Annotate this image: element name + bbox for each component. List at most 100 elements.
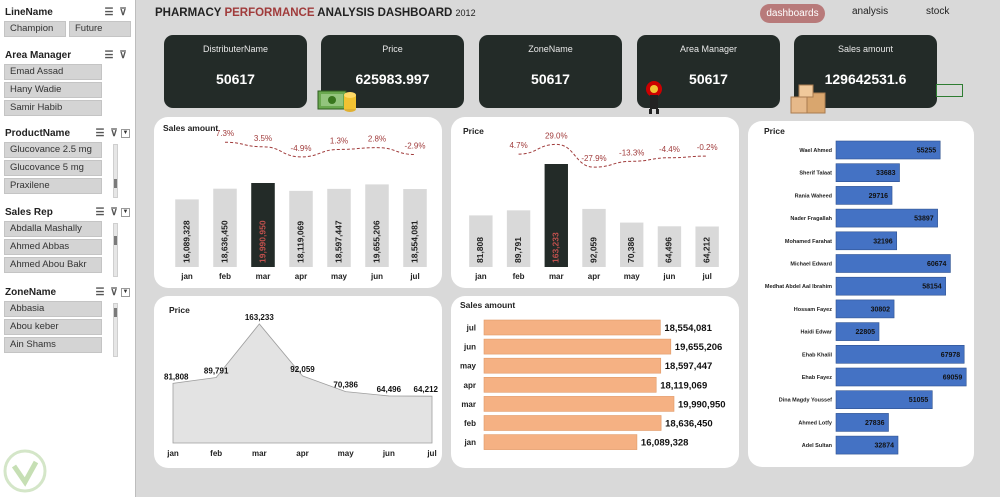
clear-filter-icon[interactable]: ⊽ — [110, 127, 118, 139]
slicer-scrollbar[interactable] — [113, 303, 118, 357]
dropdown-arrow-icon[interactable]: ▼ — [121, 207, 130, 217]
data-label: 163,233 — [551, 232, 561, 263]
tick-label: may — [338, 449, 355, 458]
tick-label: jul — [426, 449, 436, 458]
bar — [483, 338, 672, 355]
slicer-item[interactable]: Abou keber — [4, 319, 102, 335]
multi-select-icon[interactable]: ☰ — [95, 286, 105, 298]
data-label: 19,990,950 — [257, 220, 267, 263]
clear-filter-icon[interactable]: ⊽ — [119, 6, 127, 18]
bar — [483, 377, 657, 393]
bar — [835, 208, 938, 228]
slicer-zonename: ZoneName ☰ ⊽ ▼ Abbasia Abou keber Ain Sh… — [0, 283, 136, 357]
kpi-label: Price — [382, 44, 403, 54]
slicer-productname: ProductName ☰ ⊽ ▼ Glucovance 2.5 mg Gluc… — [0, 124, 136, 198]
data-label: 64,212 — [701, 237, 711, 263]
area-series — [172, 323, 433, 444]
logo-watermark — [3, 449, 47, 493]
slicer-item[interactable]: Glucovance 5 mg — [4, 160, 102, 176]
slicer-scrollbar[interactable] — [113, 144, 118, 198]
bar — [483, 319, 661, 336]
multi-select-icon[interactable]: ☰ — [95, 127, 105, 139]
category-label: feb — [464, 419, 476, 428]
money-icon — [317, 90, 356, 112]
title-text: PHARMACY — [155, 7, 225, 19]
selection-box — [936, 84, 963, 97]
bar — [835, 345, 965, 364]
kpi-value: 50617 — [216, 71, 255, 87]
data-label: 89,791 — [204, 367, 229, 376]
data-label: 55255 — [917, 148, 937, 155]
pct-change-label: 2.8% — [368, 135, 386, 144]
panel-sales-amount-hbar: Sales amount jul 18,554,081 jun 19,655,206 m… — [451, 296, 739, 468]
clear-filter-icon[interactable]: ⊽ — [110, 286, 118, 298]
nav-stock-link[interactable]: stock — [926, 6, 950, 17]
tick-label: mar — [252, 449, 267, 458]
tick-label: jun — [662, 272, 675, 281]
data-label: 19,655,206 — [675, 342, 723, 353]
slicer-item[interactable]: Ain Shams — [4, 337, 102, 353]
tick-label: jul — [409, 272, 419, 281]
panel-price-by-rep: Price Wael Ahmed 55255 Sherif Talaat 33683 R… — [748, 121, 974, 467]
pct-change-line — [518, 143, 708, 168]
slicer-item[interactable]: Hany Wadie — [4, 82, 102, 98]
nav-analysis-link[interactable]: analysis — [852, 6, 889, 17]
bar — [213, 188, 237, 267]
boxes-icon — [790, 84, 826, 114]
slicer-title: Area Manager — [5, 49, 72, 61]
chart-title: Sales amount — [460, 300, 516, 310]
slicer-area-manager: Area Manager ☰ ⊽ Emad Assad Hany Wadie S… — [0, 46, 136, 118]
bar — [483, 396, 675, 412]
slicer-linename: LineName ☰ ⊽ Champion Future — [0, 3, 136, 39]
multi-select-icon[interactable]: ☰ — [104, 6, 114, 18]
data-label: 18,554,081 — [409, 220, 419, 263]
multi-select-icon[interactable]: ☰ — [104, 49, 114, 61]
bar — [835, 186, 893, 205]
slicer-sidebar: LineName ☰ ⊽ Champion Future Area Manage… — [0, 0, 136, 497]
slicer-item[interactable]: Champion — [4, 21, 66, 37]
slicer-item[interactable]: Future — [69, 21, 131, 37]
slicer-item[interactable]: Emad Assad — [4, 64, 102, 80]
kpi-value: 129642531.6 — [824, 71, 907, 87]
category-label: Ahmed Lotfy — [798, 420, 833, 426]
slicer-item[interactable]: Ahmed Abou Bakr — [4, 257, 102, 273]
data-label: 81,808 — [475, 237, 485, 263]
bar — [835, 231, 898, 251]
data-label: 18,119,069 — [295, 221, 305, 263]
clear-filter-icon[interactable]: ⊽ — [119, 49, 127, 61]
dashboard-title: PHARMACY PERFORMANCE ANALYSIS DASHBOARD … — [155, 7, 476, 19]
data-label: 27836 — [865, 420, 885, 427]
data-label: 70,386 — [626, 237, 636, 263]
dropdown-arrow-icon[interactable]: ▼ — [121, 287, 130, 297]
data-label: 60674 — [927, 261, 947, 268]
category-label: Michael Edward — [790, 262, 832, 268]
slicer-item[interactable]: Samir Habib — [4, 100, 102, 116]
data-label: 92,059 — [588, 237, 598, 263]
data-label: 22805 — [856, 329, 876, 336]
multi-select-icon[interactable]: ☰ — [95, 206, 105, 218]
pct-change-label: 29.0% — [545, 131, 568, 140]
pct-change-label: 3.5% — [254, 134, 272, 143]
slicer-item[interactable]: Abdalla Mashally — [4, 221, 102, 237]
data-label: 58154 — [922, 284, 942, 291]
bar — [835, 367, 967, 387]
data-label: 16,089,328 — [641, 438, 689, 449]
data-label: 33683 — [876, 170, 896, 177]
data-label: 18,597,447 — [333, 220, 343, 263]
slicer-item[interactable]: Praxilene — [4, 178, 102, 194]
slicer-scrollbar[interactable] — [113, 223, 118, 277]
slicer-item[interactable]: Ahmed Abbas — [4, 239, 102, 255]
slicer-item[interactable]: Glucovance 2.5 mg — [4, 142, 102, 158]
slicer-title: ZoneName — [5, 286, 57, 298]
kpi-label: ZoneName — [528, 44, 573, 54]
data-label: 163,233 — [245, 313, 274, 322]
nav-dashboards-button[interactable]: dashboards — [760, 4, 825, 23]
bar — [835, 140, 941, 160]
dropdown-arrow-icon[interactable]: ▼ — [121, 128, 130, 138]
category-label: Hossam Fayez — [794, 307, 832, 313]
bar — [620, 222, 644, 267]
data-label: 89,791 — [513, 237, 523, 263]
pct-change-label: -13.3% — [619, 148, 644, 157]
slicer-item[interactable]: Abbasia — [4, 301, 102, 317]
clear-filter-icon[interactable]: ⊽ — [110, 206, 118, 218]
